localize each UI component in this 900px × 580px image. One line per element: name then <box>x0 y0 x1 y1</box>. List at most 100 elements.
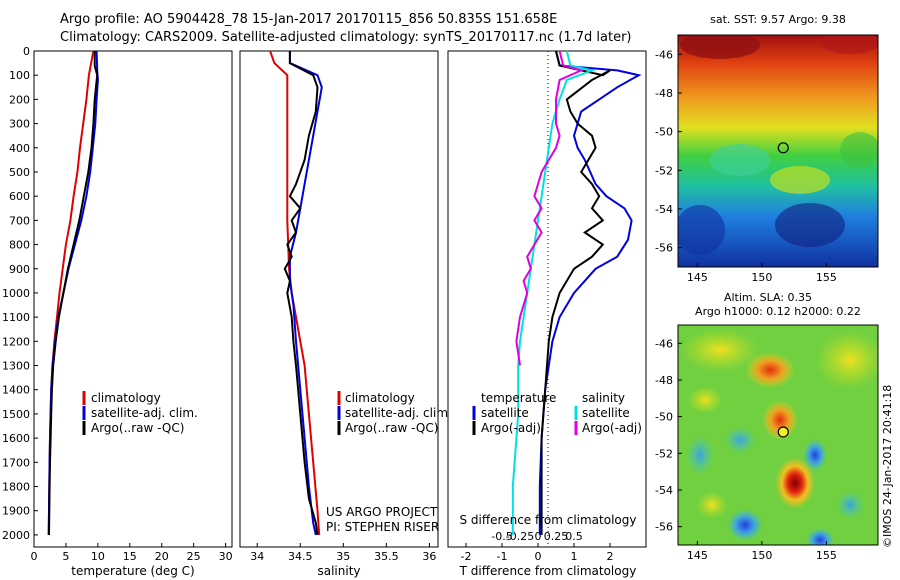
depth-tick-label: 1300 <box>2 360 30 373</box>
depth-tick-label: 1900 <box>2 505 30 518</box>
lat-tick-label: -56 <box>655 242 673 255</box>
x-tick-label: 5 <box>62 550 69 563</box>
salinity-legend: climatology satellite-adj. clim. Argo(..… <box>337 391 452 435</box>
t-difference-x-label: T difference from climatology <box>459 564 637 578</box>
difference-legend: temperature salinity satellite Argo(-adj… <box>472 391 642 435</box>
chart-title-line1: Argo profile: AO 5904428_78 15-Jan-2017 … <box>60 12 558 27</box>
depth-tick-label: 1700 <box>2 456 30 469</box>
sst-map-title: sat. SST: 9.57 Argo: 9.38 <box>710 13 846 26</box>
salinity-panel: 34 34.5 35 35.5 36 salinity climatology sate… <box>239 50 452 578</box>
x-tick-label: 10 <box>91 550 105 563</box>
x-tick-label: 0 <box>31 550 38 563</box>
x2-tick-label: -0.25 <box>506 530 534 543</box>
chart-title-line2: Climatology: CARS2009. Satellite-adjuste… <box>60 30 632 45</box>
depth-axis: 0 100 200 300 400 500 600 700 800 900 1000 1100 1200… <box>2 45 452 542</box>
depth-tick-label: 1200 <box>2 335 30 348</box>
argo-location-marker <box>777 426 789 438</box>
sst-map-panel: sat. SST: 9.57 Argo: 9.38 145 150 155 -46 -4… <box>655 13 879 284</box>
legend-title-salinity: salinity <box>582 391 625 405</box>
lat-tick-label: -54 <box>655 484 673 497</box>
depth-tick-label: 500 <box>9 166 30 179</box>
depth-tick-label: 700 <box>9 214 30 227</box>
x-tick-label: 25 <box>187 550 201 563</box>
lat-tick-label: -48 <box>655 374 673 387</box>
project-label: US ARGO PROJECT <box>326 505 438 519</box>
lat-tick-label: -52 <box>655 447 673 460</box>
x-tick-label: -2 <box>461 550 472 563</box>
depth-tick-label: 1100 <box>2 311 30 324</box>
legend-label-satellite: satellite-adj. clim. <box>91 406 198 420</box>
s-difference-x-axis: -0.5-0.25 0 0.250.5 <box>491 530 582 543</box>
depth-tick-label: 300 <box>9 118 30 131</box>
salinity-x-axis: 34 34.5 35 35.5 36 <box>250 543 436 563</box>
temperature-panel: 0100200300400500600700800900100011001200… <box>2 45 452 578</box>
difference-axes-frame <box>447 50 647 548</box>
x2-tick-label: -0.5 <box>491 530 512 543</box>
x-tick-label: 1 <box>571 550 578 563</box>
salinity-axes-frame <box>239 50 439 548</box>
lon-tick-label: 150 <box>751 271 772 284</box>
s-difference-x-label: S difference from climatology <box>460 513 637 527</box>
sla-field <box>678 325 878 545</box>
temperature-argo-adj-line <box>540 50 611 535</box>
argo-raw-qc-line <box>48 51 99 535</box>
sst-map-frame <box>677 34 879 268</box>
x2-tick-label: 0.5 <box>565 530 583 543</box>
lat-tick-label: -50 <box>655 126 673 139</box>
x-tick-label: 36 <box>422 550 436 563</box>
sla-map-panel: Altim. SLA: 0.35 Argo h1000: 0.12 h2000:… <box>655 291 879 562</box>
legend-title-temperature: temperature <box>481 391 556 405</box>
sla-map-frame <box>677 324 879 546</box>
salinity-series <box>269 50 323 536</box>
x2-tick-label: 0 <box>535 530 542 543</box>
depth-tick-label: 200 <box>9 93 30 106</box>
sla-map-title: Altim. SLA: 0.35 <box>724 291 812 304</box>
lon-tick-label: 145 <box>687 549 708 562</box>
sla-map-axes: 145 150 155 -46 -48 -50 -52 -54 -56 <box>655 337 837 562</box>
temperature-satellite-line <box>538 50 642 535</box>
depth-tick-label: 1800 <box>2 481 30 494</box>
legend-label-argo: Argo(..raw -QC) <box>91 421 184 435</box>
depth-tick-label: 0 <box>23 45 30 58</box>
lat-tick-label: -50 <box>655 411 673 424</box>
legend-label-s-satellite: satellite <box>582 406 630 420</box>
x-tick-label: 34.5 <box>288 550 313 563</box>
difference-panel: -2 -1 0 1 2 -0.5-0.25 0 0.250.5 T difference f… <box>447 50 647 578</box>
legend-label-climatology: climatology <box>345 391 415 405</box>
argo-raw-qc-line <box>283 51 319 536</box>
lat-tick-label: -46 <box>655 48 673 61</box>
x-tick-label: 30 <box>219 550 233 563</box>
depth-tick-label: 2000 <box>2 529 30 542</box>
x-tick-label: 2 <box>607 550 614 563</box>
temperature-series <box>47 50 99 535</box>
legend-label-t-argo: Argo(-adj) <box>481 421 541 435</box>
temperature-x-label: temperature (deg C) <box>71 564 194 578</box>
legend-label-argo: Argo(..raw -QC) <box>345 421 438 435</box>
lon-tick-label: 155 <box>816 271 837 284</box>
x-tick-label: -1 <box>497 550 508 563</box>
legend-label-s-argo: Argo(-adj) <box>582 421 642 435</box>
x-tick-label: 0 <box>535 550 542 563</box>
temperature-legend: climatology satellite-adj. clim. Argo(..… <box>82 391 198 435</box>
depth-tick-label: 600 <box>9 190 30 203</box>
lat-tick-label: -48 <box>655 87 673 100</box>
sst-field <box>678 35 878 267</box>
legend-label-climatology: climatology <box>91 391 161 405</box>
salinity-x-label: salinity <box>317 564 360 578</box>
sla-map-subtitle: Argo h1000: 0.12 h2000: 0.22 <box>695 305 861 318</box>
depth-tick-label: 1000 <box>2 287 30 300</box>
difference-series <box>511 50 642 535</box>
lat-tick-label: -56 <box>655 521 673 534</box>
copyright-stamp: ©IMOS 24-Jan-2017 20:41:18 <box>881 385 894 548</box>
t-difference-x-axis: -2 -1 0 1 2 <box>461 543 614 563</box>
depth-tick-label: 900 <box>9 263 30 276</box>
lat-tick-label: -52 <box>655 164 673 177</box>
lon-tick-label: 150 <box>751 549 772 562</box>
sst-map-axes: 145 150 155 -46 -48 -50 -52 -54 -56 <box>655 48 837 284</box>
temperature-axes-frame <box>33 50 233 548</box>
salinity-argo-adj-line <box>515 50 585 366</box>
lat-tick-label: -46 <box>655 337 673 350</box>
lon-tick-label: 155 <box>816 549 837 562</box>
legend-label-t-satellite: satellite <box>481 406 529 420</box>
